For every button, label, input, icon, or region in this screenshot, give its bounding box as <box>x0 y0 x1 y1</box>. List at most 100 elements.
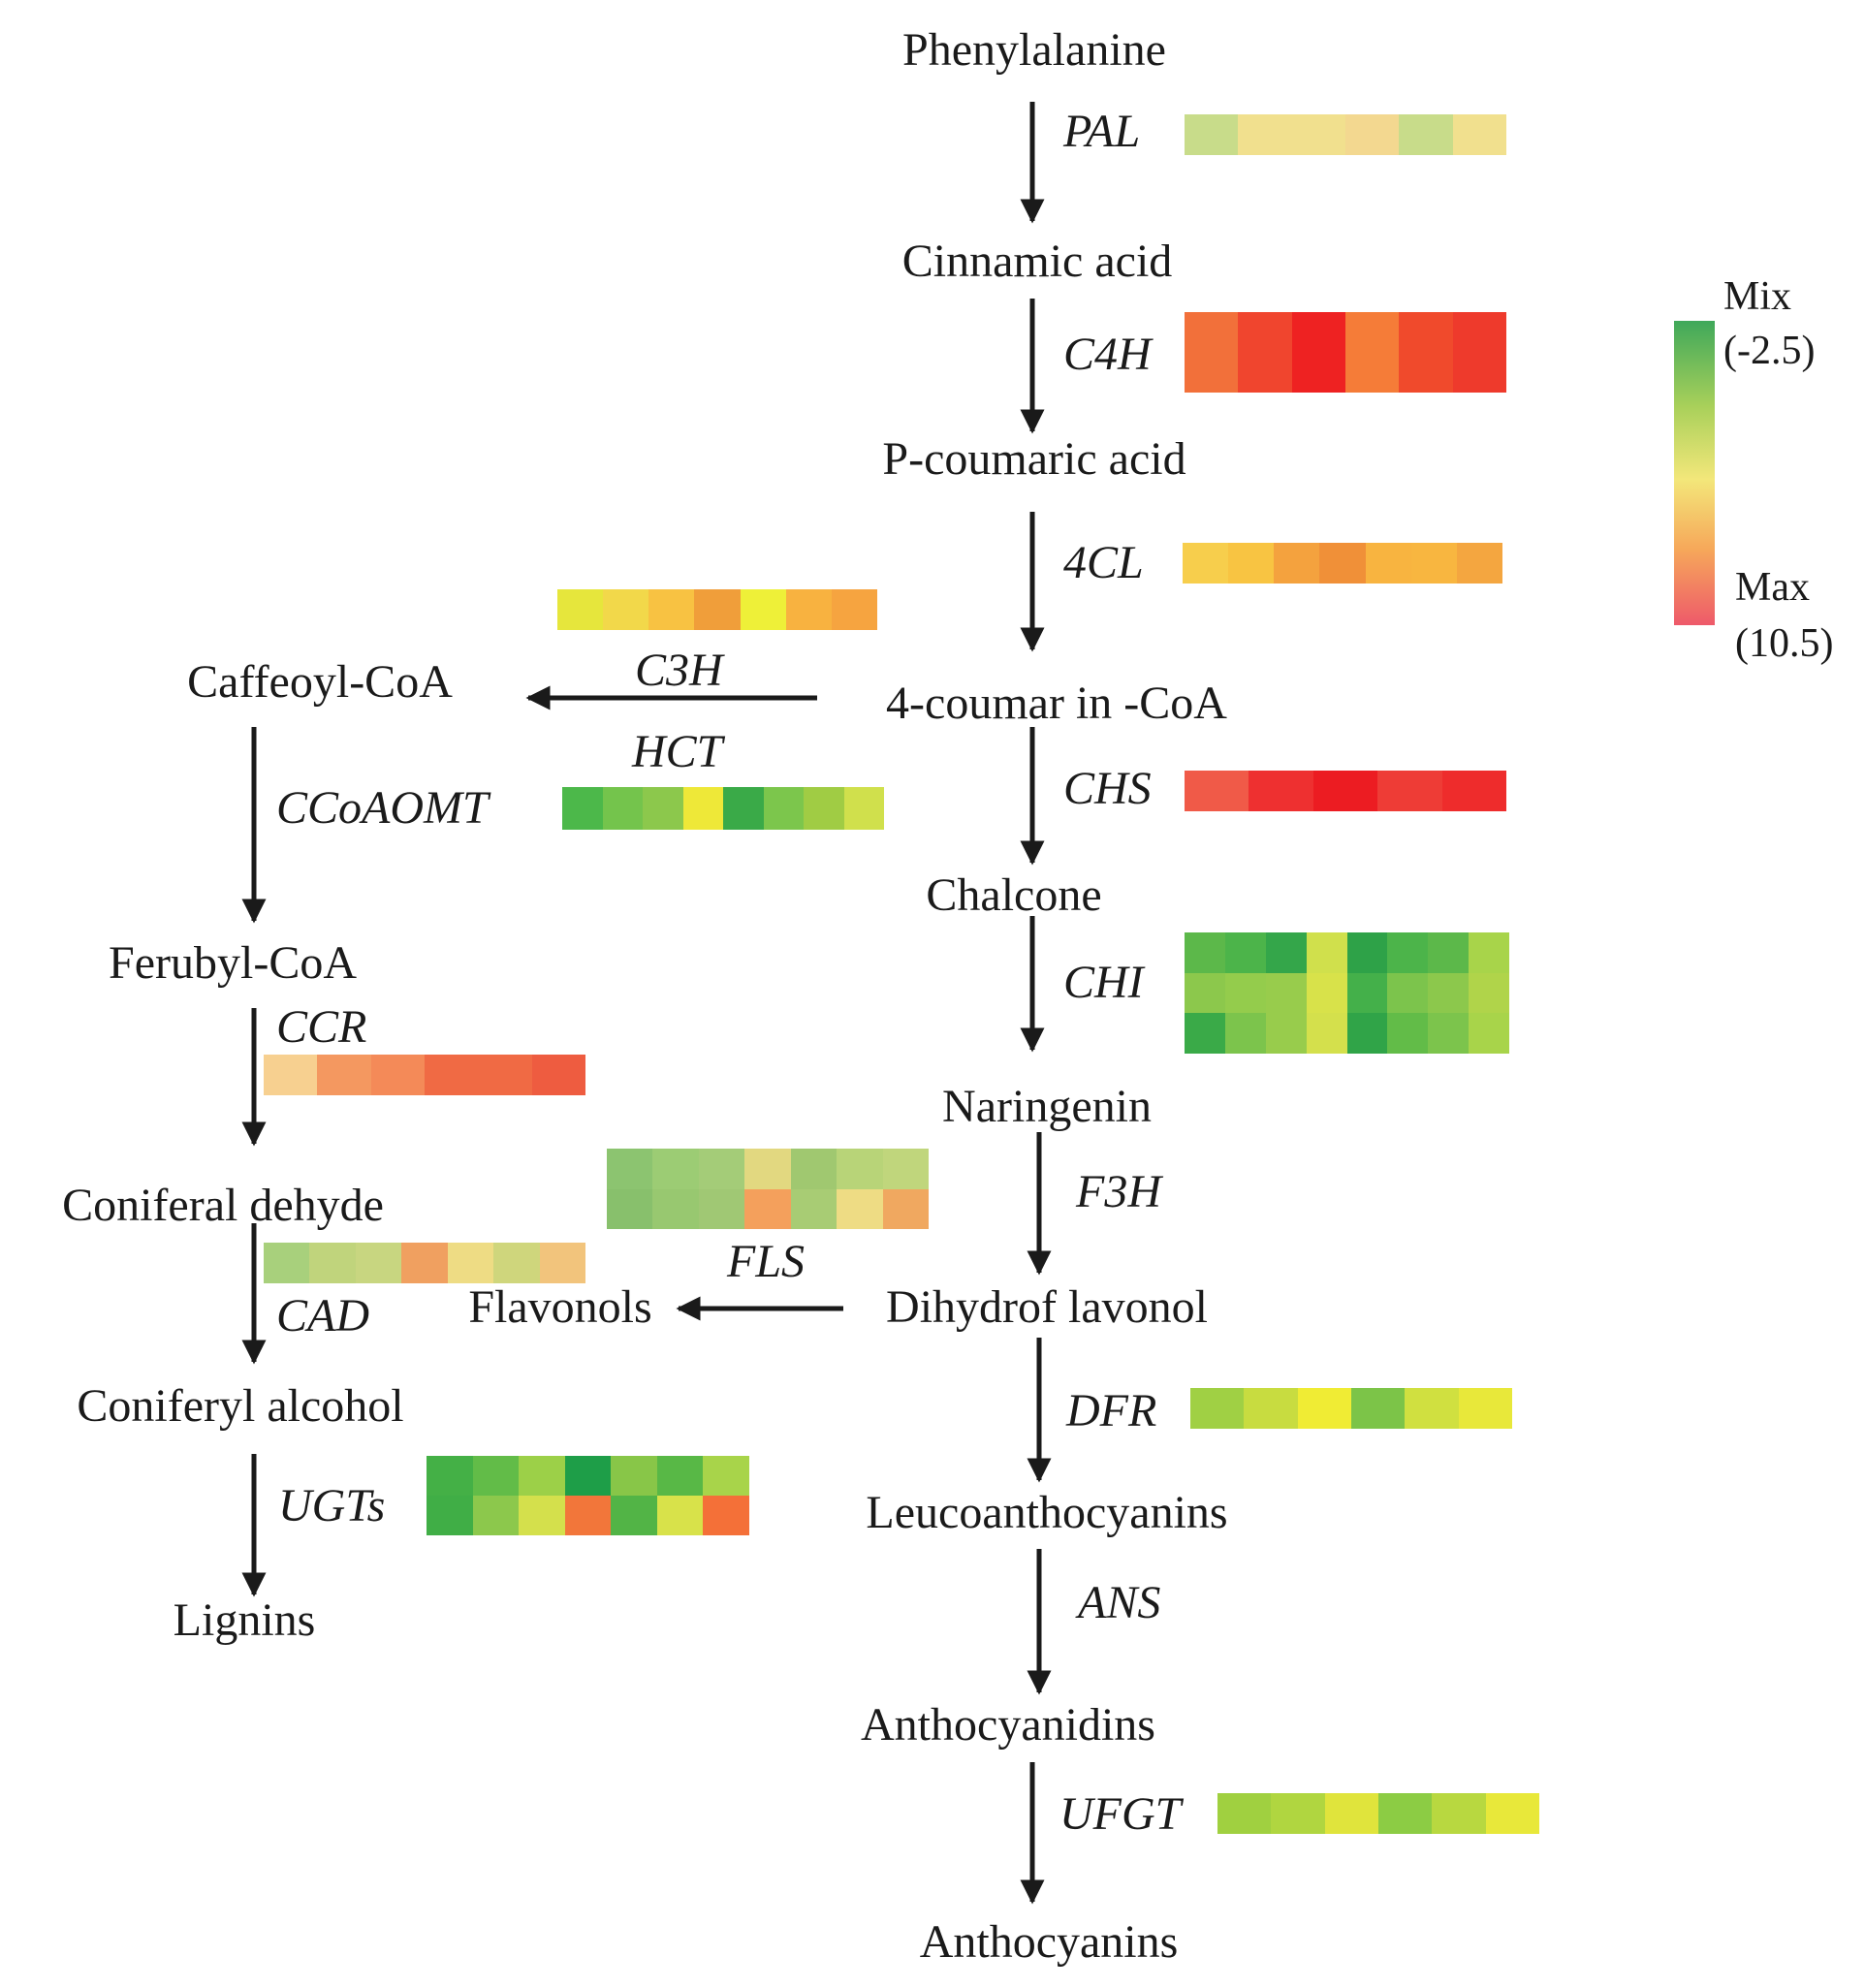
heatmap-cell <box>472 1496 520 1535</box>
heatmap-cell <box>1238 312 1292 393</box>
metabolite-leucoanthocyanins: Leucoanthocyanins <box>866 1487 1228 1538</box>
heatmap-cell <box>1190 1388 1245 1429</box>
heatmap-cell <box>1224 1013 1266 1054</box>
gene-label-pal: PAL <box>1063 106 1141 157</box>
heatmap-cell <box>424 1055 479 1095</box>
heatmap-cell <box>1291 312 1345 393</box>
gene-label-ccoaomt: CCoAOMT <box>276 782 489 834</box>
heatmap-cell <box>656 1456 704 1496</box>
heatmap-cell <box>1228 543 1275 584</box>
heatmap-cell <box>1265 932 1307 973</box>
heatmap-cell <box>1312 771 1378 811</box>
heatmap-cell <box>1274 543 1320 584</box>
heatmap-cell <box>1387 932 1429 973</box>
gene-label-c4h: C4H <box>1063 329 1152 380</box>
gene-label-ufgt: UFGT <box>1059 1788 1182 1840</box>
heatmap-cell <box>723 787 764 830</box>
heatmap-cell <box>557 589 604 630</box>
heatmap-cell <box>1456 543 1502 584</box>
metabolite-naringenin: Naringenin <box>942 1081 1152 1132</box>
heatmap-cell <box>744 1188 791 1229</box>
heatmap-cell <box>531 1055 585 1095</box>
heatmap-cell <box>611 1496 657 1535</box>
heatmap-ccoaomt <box>562 787 884 830</box>
heatmap-cell <box>1217 1793 1272 1834</box>
heatmap-cell <box>1185 972 1225 1014</box>
heatmap-cell <box>427 1456 473 1496</box>
heatmap-cell <box>519 1496 565 1535</box>
heatmap-cell <box>1344 114 1400 155</box>
heatmap-cell <box>309 1243 356 1283</box>
metabolite-coumaroyl-coa: 4-coumar in -CoA <box>886 678 1227 729</box>
heatmap-c3h-hct <box>557 589 877 630</box>
heatmap-cell <box>355 1243 402 1283</box>
heatmap-cell <box>1244 1388 1298 1429</box>
heatmap-cell <box>1346 932 1388 973</box>
heatmap-cell <box>1365 543 1411 584</box>
heatmap-cell <box>611 1456 657 1496</box>
metabolite-feruloyl-coa: Ferubyl-CoA <box>109 937 357 989</box>
metabolite-flavonols: Flavonols <box>468 1281 652 1333</box>
gene-label-fls: FLS <box>727 1236 806 1287</box>
heatmap-cell <box>519 1456 565 1496</box>
heatmap-cell <box>1306 1013 1347 1054</box>
gene-label-chi: CHI <box>1063 957 1144 1008</box>
legend-max-value: (10.5) <box>1735 621 1834 666</box>
heatmap-cell <box>264 1055 318 1095</box>
heatmap-cell <box>744 1149 791 1189</box>
heatmap-c4h <box>1185 312 1506 393</box>
heatmap-cell <box>1399 114 1453 155</box>
metabolite-coniferyl-alcohol: Coniferyl alcohol <box>77 1380 404 1432</box>
metabolite-phenylalanine: Phenylalanine <box>902 24 1166 76</box>
metabolite-chalcone: Chalcone <box>926 869 1102 921</box>
heatmap-cell <box>1185 312 1239 393</box>
heatmap-cell <box>1350 1388 1406 1429</box>
heatmap-cell <box>1377 771 1442 811</box>
heatmap-ufgt <box>1217 1793 1539 1834</box>
heatmap-cell <box>1324 1793 1378 1834</box>
heatmap-cell <box>1428 932 1470 973</box>
heatmap-cell <box>882 1149 929 1189</box>
heatmap-cell <box>447 1243 494 1283</box>
heatmap-cell <box>564 1496 612 1535</box>
gene-label-ans: ANS <box>1078 1577 1161 1628</box>
gene-label-ccr: CCR <box>276 1001 367 1053</box>
heatmap-cell <box>478 1055 532 1095</box>
legend-max-label: Max <box>1735 565 1810 610</box>
gene-label-chs: CHS <box>1063 763 1152 814</box>
heatmap-cell <box>1405 1388 1459 1429</box>
gene-label-4cl: 4CL <box>1063 537 1144 588</box>
heatmap-cell <box>1387 1013 1429 1054</box>
heatmap-fls <box>607 1149 929 1229</box>
metabolite-dihydroflavonol: Dihydrof lavonol <box>886 1281 1208 1333</box>
heatmap-cell <box>1452 312 1506 393</box>
legend-min-value: (-2.5) <box>1723 329 1816 373</box>
heatmap-pal <box>1185 114 1506 155</box>
heatmap-cell <box>1297 1388 1351 1429</box>
gene-label-hct: HCT <box>632 726 723 777</box>
heatmap-cell <box>607 1188 653 1229</box>
heatmap-cell <box>1399 312 1453 393</box>
heatmap-cell <box>1387 972 1429 1014</box>
heatmap-cell <box>1458 1388 1512 1429</box>
heatmap-dfr <box>1190 1388 1512 1429</box>
heatmap-ugts <box>427 1456 749 1535</box>
heatmap-cell <box>1185 771 1249 811</box>
heatmap-4cl <box>1183 543 1502 584</box>
heatmap-cell <box>694 589 741 630</box>
legend-min-label: Mix <box>1723 274 1792 319</box>
heatmap-cell <box>763 787 804 830</box>
heatmap-cell <box>1238 114 1292 155</box>
heatmap-cell <box>602 787 643 830</box>
metabolite-lignins: Lignins <box>173 1594 316 1646</box>
heatmap-cell <box>831 589 877 630</box>
heatmap-cell <box>1432 1793 1486 1834</box>
heatmap-cell <box>1183 543 1229 584</box>
heatmap-ccr <box>264 1055 585 1095</box>
metabolite-anthocyanins: Anthocyanins <box>919 1916 1179 1968</box>
heatmap-cell <box>703 1496 749 1535</box>
metabolite-cinnamic-acid: Cinnamic acid <box>901 236 1173 287</box>
heatmap-cell <box>1346 1013 1388 1054</box>
heatmap-cell <box>1265 1013 1307 1054</box>
gene-label-dfr: DFR <box>1066 1385 1157 1436</box>
